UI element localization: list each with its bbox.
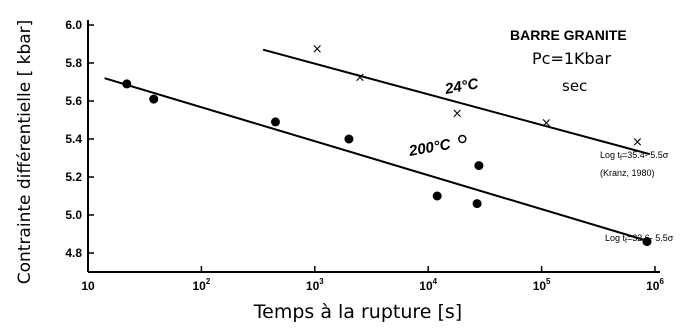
x-tick-label: 106: [646, 277, 664, 293]
y-tick-label: 5.8: [65, 56, 82, 70]
equation-citation: (Kranz, 1980): [600, 168, 655, 178]
x-tick-label: 105: [533, 277, 551, 293]
y-ticks: 4.8 5.0 5.2 5.4 5.6 5.8 6.0: [65, 18, 94, 260]
fit-line-24c: [262, 48, 651, 156]
data-point-dot: [432, 191, 442, 201]
data-point-open-circle: [458, 134, 467, 144]
data-point-dot: [472, 199, 482, 209]
y-axis-label: Contrainte différentielle [ kbar]: [15, 20, 35, 285]
y-tick-label: 5.0: [65, 208, 82, 222]
x-axis-label: Temps à la rupture [s]: [253, 301, 462, 323]
y-tick-label: 6.0: [65, 18, 82, 32]
equation-200c: Log tf=32 6- 5.5σ: [605, 233, 674, 245]
x-tick-label: 104: [419, 277, 437, 293]
data-point-dot: [122, 79, 132, 89]
chart-subtitle-condition: sec: [562, 77, 587, 95]
data-point-x: ×: [312, 42, 323, 57]
y-tick-label: 5.4: [65, 132, 82, 146]
fit-lines: [104, 48, 651, 243]
y-tick-label: 5.2: [65, 170, 82, 184]
x-ticks: 10 102 103 104 105 106: [81, 266, 664, 293]
chart-title: BARRE GRANITE: [510, 27, 627, 43]
data-point-dot: [344, 134, 354, 144]
data-points: × × × × ×: [122, 42, 652, 247]
data-point-x: ×: [632, 135, 643, 150]
y-tick-label: 4.8: [65, 246, 82, 260]
series-label-24c: 24°C: [443, 75, 481, 98]
data-point-x: ×: [452, 106, 463, 121]
equation-24c: Log tf=35.4- 5.5σ: [600, 150, 669, 162]
axes: [87, 20, 660, 273]
data-point-dot: [270, 117, 280, 127]
x-tick-label: 103: [306, 277, 324, 293]
chart-subtitle-pressure: Pc=1Kbar: [532, 49, 611, 68]
data-point-dot: [149, 94, 159, 104]
data-point-dot: [474, 161, 484, 171]
fit-line-200c: [104, 77, 651, 243]
data-point-dot: [642, 237, 652, 247]
data-point-x: ×: [354, 70, 365, 85]
x-tick-label: 10: [81, 279, 95, 293]
y-tick-label: 5.6: [65, 94, 82, 108]
x-tick-label: 102: [192, 277, 210, 293]
data-point-x: ×: [541, 116, 552, 131]
series-label-200c: 200°C: [407, 136, 453, 160]
